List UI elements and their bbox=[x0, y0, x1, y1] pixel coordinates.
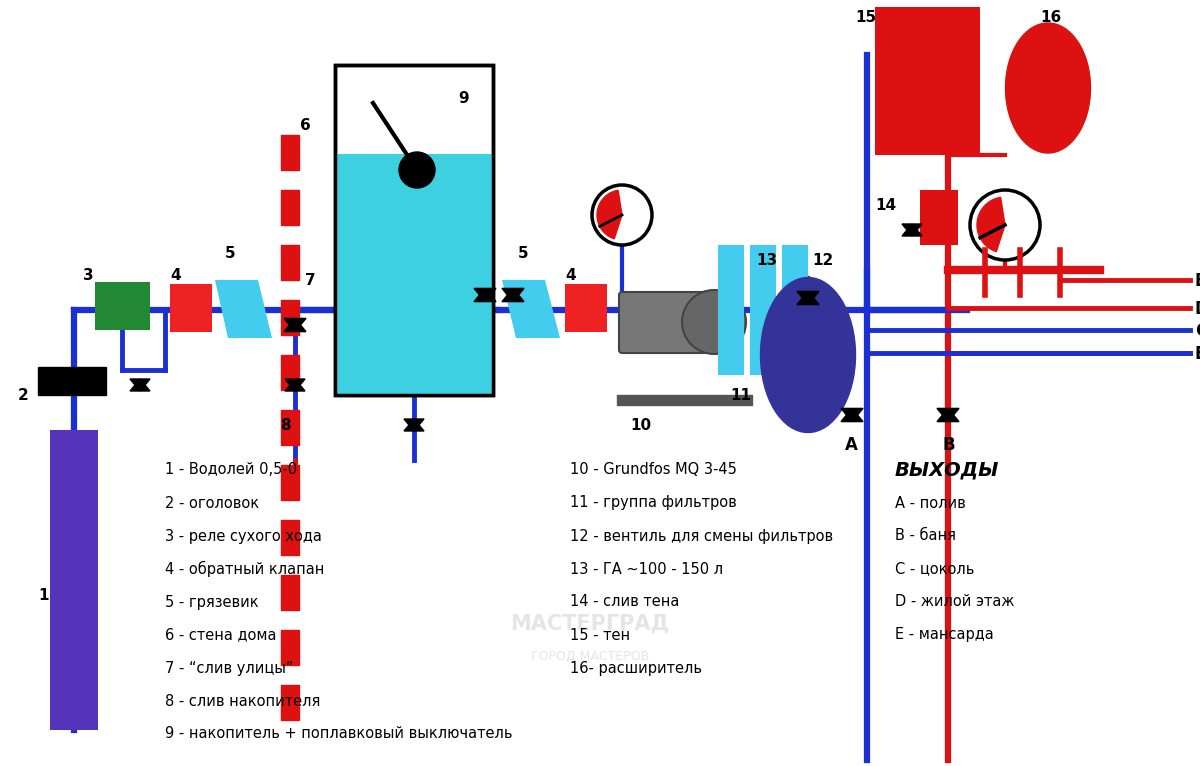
Text: 16: 16 bbox=[1040, 10, 1061, 25]
Text: A: A bbox=[845, 436, 858, 454]
Text: 5: 5 bbox=[518, 246, 529, 261]
Text: 4 - обратный клапан: 4 - обратный клапан bbox=[166, 561, 324, 577]
Text: 8 - слив накопителя: 8 - слив накопителя bbox=[166, 693, 320, 709]
Polygon shape bbox=[937, 408, 959, 421]
Polygon shape bbox=[286, 379, 305, 391]
Text: D - жилой этаж: D - жилой этаж bbox=[895, 594, 1014, 610]
FancyBboxPatch shape bbox=[38, 367, 106, 395]
Circle shape bbox=[398, 152, 436, 188]
Text: E: E bbox=[1195, 272, 1200, 290]
Text: 2 - оголовок: 2 - оголовок bbox=[166, 496, 259, 510]
Text: 10: 10 bbox=[630, 418, 652, 433]
Polygon shape bbox=[797, 291, 818, 305]
Polygon shape bbox=[284, 319, 306, 332]
Text: 3 - реле сухого хода: 3 - реле сухого хода bbox=[166, 529, 322, 544]
FancyBboxPatch shape bbox=[170, 284, 212, 332]
FancyBboxPatch shape bbox=[750, 245, 776, 375]
Text: 16- расширитель: 16- расширитель bbox=[570, 660, 702, 676]
Polygon shape bbox=[474, 289, 496, 302]
Text: 6 - стена дома: 6 - стена дома bbox=[166, 627, 276, 643]
FancyBboxPatch shape bbox=[782, 245, 808, 375]
Circle shape bbox=[970, 190, 1040, 260]
Polygon shape bbox=[902, 224, 922, 236]
FancyBboxPatch shape bbox=[565, 284, 607, 332]
Polygon shape bbox=[284, 319, 306, 332]
Text: 15 - тен: 15 - тен bbox=[570, 627, 630, 643]
Polygon shape bbox=[502, 289, 524, 302]
Polygon shape bbox=[902, 224, 922, 236]
Polygon shape bbox=[502, 280, 560, 338]
Ellipse shape bbox=[1006, 23, 1091, 153]
Polygon shape bbox=[502, 289, 524, 302]
FancyBboxPatch shape bbox=[619, 292, 707, 353]
Text: E - мансарда: E - мансарда bbox=[895, 627, 994, 643]
Text: D: D bbox=[1195, 300, 1200, 318]
FancyBboxPatch shape bbox=[920, 190, 958, 245]
FancyBboxPatch shape bbox=[95, 282, 150, 330]
Text: 13 - ГА ~100 - 150 л: 13 - ГА ~100 - 150 л bbox=[570, 561, 724, 577]
Polygon shape bbox=[130, 379, 150, 391]
Text: 7 - “слив улицы”: 7 - “слив улицы” bbox=[166, 660, 294, 676]
Text: 3: 3 bbox=[83, 268, 94, 283]
Text: 1 - Водолей 0,5-0: 1 - Водолей 0,5-0 bbox=[166, 463, 298, 477]
Text: 12 - вентиль для смены фильтров: 12 - вентиль для смены фильтров bbox=[570, 529, 833, 544]
Text: 5 - грязевик: 5 - грязевик bbox=[166, 594, 259, 610]
Text: 11: 11 bbox=[730, 388, 751, 403]
Text: 8: 8 bbox=[280, 418, 290, 433]
Circle shape bbox=[592, 185, 652, 245]
Text: 13: 13 bbox=[756, 253, 778, 268]
Polygon shape bbox=[474, 289, 496, 302]
Polygon shape bbox=[598, 190, 622, 239]
Text: 1: 1 bbox=[38, 588, 48, 603]
Text: 14 - слив тена: 14 - слив тена bbox=[570, 594, 679, 610]
FancyBboxPatch shape bbox=[50, 430, 98, 730]
Text: ГОРОД МАСТЕРОВ: ГОРОД МАСТЕРОВ bbox=[530, 650, 649, 663]
Ellipse shape bbox=[761, 277, 856, 433]
Text: 2: 2 bbox=[18, 388, 29, 403]
Circle shape bbox=[682, 290, 746, 354]
Text: 11 - группа фильтров: 11 - группа фильтров bbox=[570, 496, 737, 510]
Polygon shape bbox=[404, 419, 424, 431]
Text: 4: 4 bbox=[170, 268, 181, 283]
Polygon shape bbox=[130, 379, 150, 391]
Text: 7: 7 bbox=[305, 273, 316, 288]
Text: 15: 15 bbox=[854, 10, 876, 25]
Text: C: C bbox=[1195, 322, 1200, 340]
Text: МАСТЕРГРАД: МАСТЕРГРАД bbox=[510, 614, 670, 634]
Text: 10 - Grundfos MQ 3-45: 10 - Grundfos MQ 3-45 bbox=[570, 463, 737, 477]
Text: 4: 4 bbox=[565, 268, 576, 283]
Text: B: B bbox=[942, 436, 955, 454]
Polygon shape bbox=[404, 419, 424, 431]
Polygon shape bbox=[797, 291, 818, 305]
Text: B: B bbox=[1195, 345, 1200, 363]
Polygon shape bbox=[215, 280, 272, 338]
Text: 9 - накопитель + поплавковый выключатель: 9 - накопитель + поплавковый выключатель bbox=[166, 726, 512, 741]
Text: 5: 5 bbox=[226, 246, 235, 261]
Polygon shape bbox=[937, 408, 959, 421]
Polygon shape bbox=[286, 379, 305, 391]
Text: С - цоколь: С - цоколь bbox=[895, 561, 974, 577]
FancyBboxPatch shape bbox=[335, 154, 493, 395]
Text: 9: 9 bbox=[458, 91, 469, 106]
Polygon shape bbox=[841, 408, 863, 421]
FancyBboxPatch shape bbox=[875, 7, 980, 155]
Text: 14: 14 bbox=[875, 198, 896, 213]
Text: А - полив: А - полив bbox=[895, 496, 966, 510]
Text: В - баня: В - баня bbox=[895, 529, 956, 544]
Polygon shape bbox=[841, 408, 863, 421]
Polygon shape bbox=[977, 198, 1006, 251]
FancyBboxPatch shape bbox=[335, 65, 493, 395]
Text: 12: 12 bbox=[812, 253, 833, 268]
FancyBboxPatch shape bbox=[718, 245, 744, 375]
Text: ВЫХОДЫ: ВЫХОДЫ bbox=[895, 460, 1000, 480]
Text: 6: 6 bbox=[300, 118, 311, 133]
